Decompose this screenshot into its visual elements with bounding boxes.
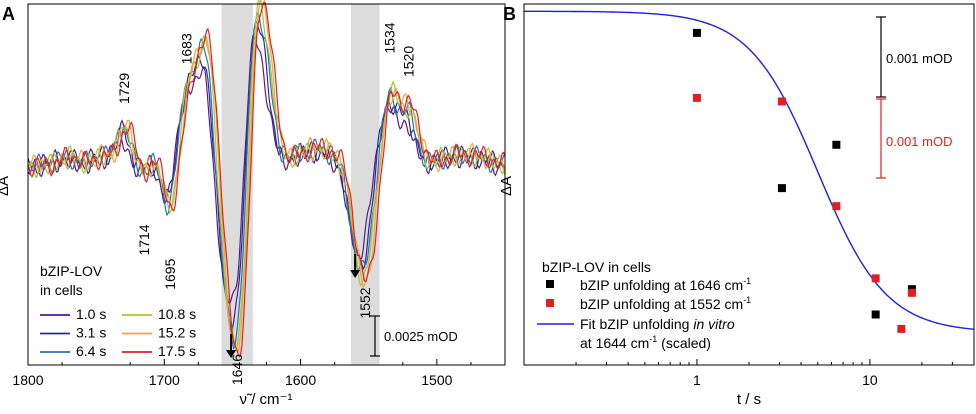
fit-curve — [524, 10, 975, 330]
panel-a-label: A — [2, 4, 15, 24]
panel-b-scale-bar-red-label: 0.001 mOD — [886, 134, 952, 149]
arrow-head-0 — [226, 350, 237, 358]
panel-a-legend-title-1: bZIP-LOV — [40, 263, 103, 279]
legend-label-3-1-s: 3.1 s — [76, 325, 106, 341]
panel-a-arrows — [226, 254, 361, 358]
panel-b-x-label: t / s — [737, 391, 761, 408]
data-point-1552-4 — [897, 324, 906, 333]
data-point-1552-2 — [832, 202, 841, 211]
panel-b-legend: bZIP-LOV in cells bZIP unfolding at 1646… — [537, 259, 751, 351]
legend-label-10-8-s: 10.8 s — [158, 306, 196, 322]
peak-label-1646: 1646 — [229, 354, 245, 385]
legend-label-fit: Fit bZIP unfolding in vitro — [580, 316, 735, 332]
peak-label-1714: 1714 — [136, 224, 152, 255]
panel-b-scale-bar-red: 0.001 mOD — [876, 98, 952, 179]
legend-label-15-2-s: 15.2 s — [158, 325, 196, 341]
panel-a-shaded-regions — [221, 4, 380, 365]
panel-b-y-label: ΔA — [498, 176, 515, 196]
legend-marker-1552 — [546, 299, 554, 307]
data-point-1646-2 — [832, 140, 841, 149]
legend-marker-1646 — [546, 280, 554, 288]
x-tick-label-1700: 1700 — [149, 372, 180, 388]
x-tick-label-10: 10 — [862, 372, 878, 388]
peak-label-1534: 1534 — [382, 22, 398, 53]
panel-b-label: B — [503, 4, 516, 24]
panel-a-x-axis: 1800 1700 1600 1500 — [12, 359, 472, 388]
x-tick-label-1500: 1500 — [421, 372, 452, 388]
peak-label-1729: 1729 — [116, 73, 132, 104]
legend-label-1-0-s: 1.0 s — [76, 306, 106, 322]
peak-label-1552: 1552 — [357, 287, 373, 318]
data-point-1646-1 — [777, 184, 786, 193]
series-line-15-2-s — [27, 0, 506, 354]
panel-b-fit-curve — [524, 10, 975, 330]
peak-label-1683: 1683 — [178, 33, 194, 64]
panel-b-legend-title: bZIP-LOV in cells — [542, 259, 651, 275]
series-line-17-5-s — [27, 1, 506, 358]
data-point-1552-1 — [777, 97, 786, 106]
panel-a-legend-title-2: in cells — [40, 282, 83, 298]
data-point-1646-3 — [871, 310, 880, 319]
x-tick-label-1: 1 — [693, 372, 701, 388]
data-point-1552-0 — [692, 93, 701, 102]
peak-label-1520: 1520 — [401, 46, 417, 77]
legend-label-6-4-s: 6.4 s — [76, 343, 106, 359]
panel-a-x-label: ν̃ / cm⁻¹ — [240, 391, 293, 408]
legend-label-1646: bZIP unfolding at 1646 cm-1 — [580, 276, 751, 293]
series-line-10-8-s — [27, 0, 506, 351]
panel-b-scale-bar-black-label: 0.001 mOD — [886, 51, 952, 66]
data-point-1552-5 — [907, 288, 916, 297]
legend-label-1552: bZIP unfolding at 1552 cm-1 — [580, 295, 751, 312]
x-tick-label-1800: 1800 — [12, 372, 43, 388]
series-line-3-1-s — [27, 20, 506, 334]
data-point-1552-3 — [871, 274, 880, 283]
panel-a-scale-bar: 0.0025 mOD — [370, 315, 458, 357]
peak-label-1695: 1695 — [162, 258, 178, 289]
legend-label-fit-line2: at 1644 cm-1 (scaled) — [580, 334, 711, 351]
panel-b-x-axis: 1 10 — [575, 359, 975, 388]
panel-a-series-lines — [27, 0, 506, 358]
panel-a-legend: 1.0 s 3.1 s 6.4 s 10.8 s 15.2 s 17.5 s — [40, 306, 196, 359]
legend-label-17-5-s: 17.5 s — [158, 343, 196, 359]
panel-a-y-label: ΔA — [0, 176, 12, 196]
x-tick-label-1600: 1600 — [285, 372, 316, 388]
panel-b-scale-bar-black: 0.001 mOD — [876, 16, 952, 98]
arrow-head-1 — [350, 270, 361, 278]
panel-b-data-points — [692, 28, 916, 333]
panel-a-peak-annotations: 1729168316681628153415201714169516461552 — [116, 22, 417, 385]
data-point-1646-0 — [692, 28, 701, 37]
panel-a-scale-bar-label: 0.0025 mOD — [384, 329, 458, 344]
